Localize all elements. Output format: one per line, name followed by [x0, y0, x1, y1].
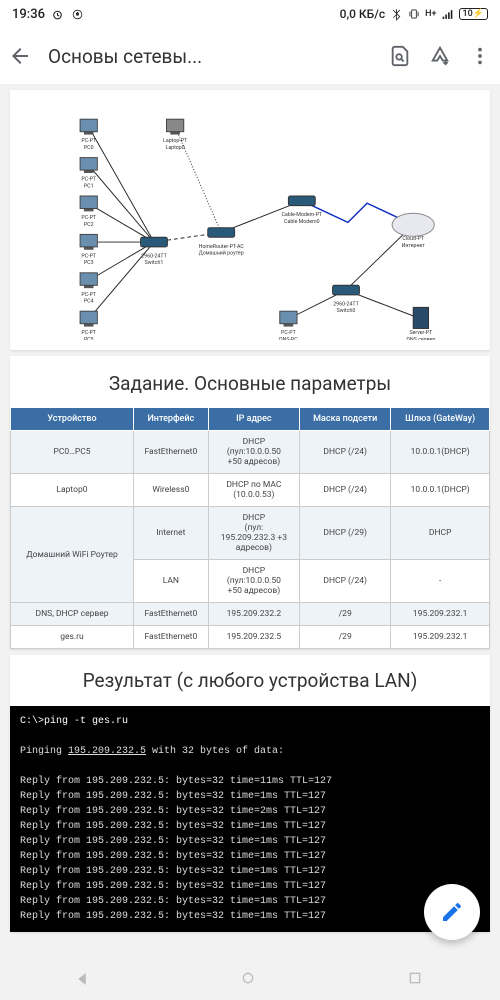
- svg-text:PC-PT: PC-PT: [81, 215, 97, 221]
- find-in-page-icon[interactable]: [388, 44, 412, 68]
- terminal-output: C:\>ping -t ges.ruPinging 195.209.232.5 …: [10, 706, 490, 932]
- svg-text:PC0: PC0: [84, 145, 94, 151]
- task-title: Задание. Основные параметры: [10, 356, 490, 407]
- svg-text:PC2: PC2: [84, 222, 94, 228]
- result-card: Результат (с любого устройства LAN) C:\>…: [10, 655, 490, 932]
- svg-text:Laptop0: Laptop0: [165, 145, 184, 151]
- back-button[interactable]: [8, 44, 32, 68]
- bluetooth-icon: [389, 7, 403, 21]
- svg-text:PC-PT: PC-PT: [81, 292, 97, 298]
- svg-text:PC-PT: PC-PT: [81, 330, 97, 336]
- svg-text:Домашний роутер: Домашний роутер: [199, 251, 244, 257]
- vibrate-icon: [407, 7, 421, 21]
- svg-text:Cloud-PT: Cloud-PT: [402, 236, 424, 242]
- net-type: H+: [425, 9, 436, 19]
- edit-fab[interactable]: [424, 884, 480, 940]
- signal-icon: [441, 7, 455, 21]
- svg-text:HomeRouter-PT-AC: HomeRouter-PT-AC: [199, 244, 245, 250]
- svg-text:Cable-Modem-PT: Cable-Modem-PT: [281, 212, 323, 218]
- svg-text:Интернет: Интернет: [402, 243, 426, 249]
- result-title: Результат (с любого устройства LAN): [10, 655, 490, 706]
- svg-text:2960-24TT: 2960-24TT: [333, 301, 359, 307]
- net-speed: 0,0 КБ/с: [340, 7, 386, 21]
- add-to-drive-icon[interactable]: [428, 44, 452, 68]
- svg-text:PC3: PC3: [84, 260, 94, 266]
- android-nav-bar: [0, 960, 500, 1000]
- svg-text:Switch1: Switch1: [145, 260, 164, 266]
- svg-text:PC-PT: PC-PT: [81, 138, 97, 144]
- nav-back[interactable]: [73, 970, 93, 990]
- app-bar: Основы сетевы...: [0, 28, 500, 84]
- diagram-card: PC-PTPC0PC-PTPC1PC-PTPC2PC-PTPC3PC-PTPC4…: [10, 90, 490, 350]
- svg-text:2960-24TT: 2960-24TT: [141, 253, 167, 259]
- svg-text:PC-PT: PC-PT: [81, 177, 97, 183]
- nav-recent[interactable]: [407, 970, 427, 990]
- parameters-table: УстройствоИнтерфейсIP адресМаска подсети…: [10, 407, 490, 649]
- svg-text:PC5: PC5: [84, 337, 94, 340]
- svg-text:PC-PT: PC-PT: [81, 253, 97, 259]
- network-diagram: PC-PTPC0PC-PTPC1PC-PTPC2PC-PTPC3PC-PTPC4…: [20, 100, 480, 340]
- svg-text:DNS сервер: DNS сервер: [406, 337, 435, 340]
- nav-home[interactable]: [240, 970, 260, 990]
- svg-text:PC-PT: PC-PT: [281, 330, 297, 336]
- svg-text:PC4: PC4: [84, 299, 94, 305]
- svg-text:Cable Modem0: Cable Modem0: [284, 219, 320, 225]
- document-content[interactable]: PC-PTPC0PC-PTPC1PC-PTPC2PC-PTPC3PC-PTPC4…: [0, 84, 500, 1000]
- svg-text:Switch0: Switch0: [337, 308, 356, 314]
- status-time: 19:36: [12, 7, 45, 22]
- svg-text:Laptop-PT: Laptop-PT: [163, 138, 188, 144]
- status-bar: 19:36 0,0 КБ/с H+ 10⚡: [0, 0, 500, 28]
- task-card: Задание. Основные параметры УстройствоИн…: [10, 356, 490, 649]
- svg-text:PC1: PC1: [84, 183, 94, 189]
- more-menu-icon[interactable]: [468, 44, 492, 68]
- battery-indicator: 10⚡: [459, 8, 488, 20]
- app-title: Основы сетевы...: [48, 45, 372, 68]
- alarm-icon: [51, 7, 65, 21]
- svg-text:Server-PT: Server-PT: [409, 330, 433, 336]
- svg-text:DNS-PC: DNS-PC: [279, 337, 298, 340]
- soccer-icon: [71, 7, 85, 21]
